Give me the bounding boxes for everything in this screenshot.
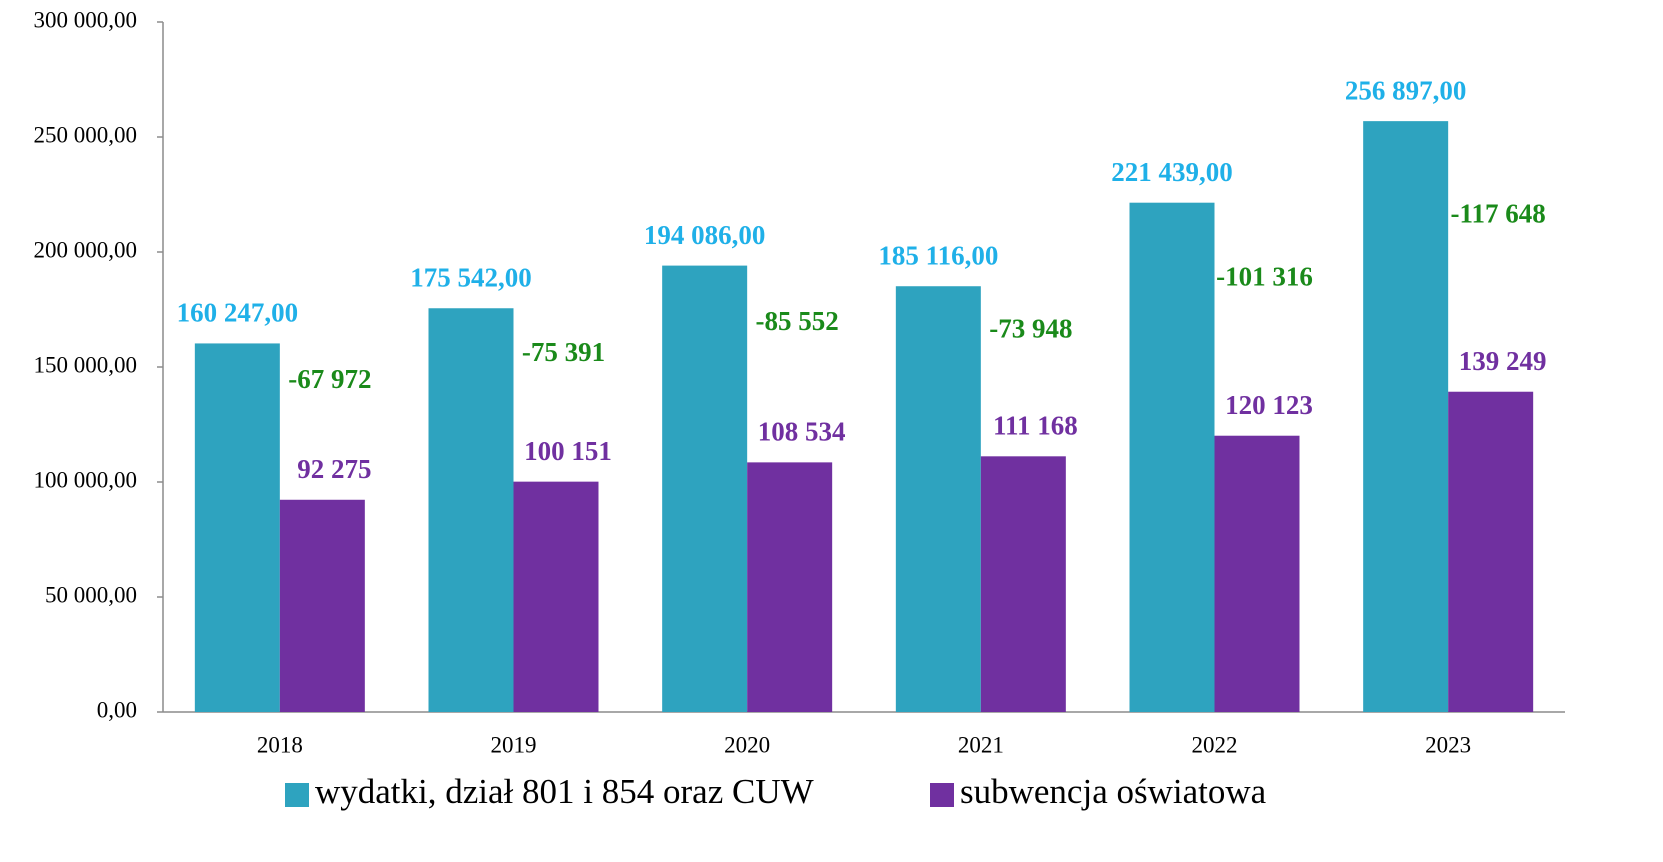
y-tick-label: 50 000,00 — [45, 582, 137, 607]
bar — [895, 286, 981, 712]
value-label: 185 116,00 — [878, 240, 998, 270]
y-tick-label: 100 000,00 — [34, 467, 138, 492]
value-label: 111 168 — [993, 411, 1078, 441]
x-tick-label: 2022 — [1192, 732, 1238, 757]
bar — [1448, 391, 1534, 712]
x-tick-label: 2018 — [257, 732, 303, 757]
y-tick-label: 0,00 — [97, 697, 137, 722]
bar — [513, 481, 599, 712]
bar — [194, 343, 280, 712]
value-label: 160 247,00 — [177, 298, 299, 328]
difference-label: -117 648 — [1451, 199, 1546, 229]
bar — [1129, 202, 1215, 712]
x-tick-label: 2023 — [1425, 732, 1471, 757]
value-label: 92 275 — [297, 454, 371, 484]
y-tick-label: 250 000,00 — [34, 122, 138, 147]
difference-label: -85 552 — [756, 306, 839, 336]
y-tick-label: 200 000,00 — [34, 237, 138, 262]
x-tick-label: 2020 — [724, 732, 770, 757]
value-label: 194 086,00 — [644, 220, 766, 250]
value-label: 120 123 — [1225, 390, 1313, 420]
bar — [980, 456, 1066, 712]
difference-label: -67 972 — [288, 364, 371, 394]
x-tick-label: 2021 — [958, 732, 1004, 757]
bar — [1363, 121, 1449, 712]
legend-swatch — [930, 783, 954, 807]
value-label: 221 439,00 — [1111, 157, 1233, 187]
difference-label: -73 948 — [989, 313, 1072, 343]
bar — [1214, 435, 1300, 712]
y-tick-label: 300 000,00 — [34, 7, 138, 32]
value-label: 256 897,00 — [1345, 75, 1467, 105]
difference-label: -101 316 — [1216, 261, 1313, 291]
x-tick-label: 2019 — [491, 732, 537, 757]
difference-label: -75 391 — [522, 337, 605, 367]
bar — [747, 462, 833, 712]
value-label: 108 534 — [758, 417, 846, 447]
y-tick-label: 150 000,00 — [34, 352, 138, 377]
legend-swatch — [285, 783, 309, 807]
value-label: 139 249 — [1459, 346, 1547, 376]
legend-label: subwencja oświatowa — [960, 772, 1267, 811]
bar — [662, 265, 748, 712]
value-label: 100 151 — [524, 436, 612, 466]
bar — [279, 499, 365, 712]
legend-label: wydatki, dział 801 i 854 oraz CUW — [315, 772, 814, 811]
bar — [428, 308, 514, 712]
value-label: 175 542,00 — [410, 262, 532, 292]
